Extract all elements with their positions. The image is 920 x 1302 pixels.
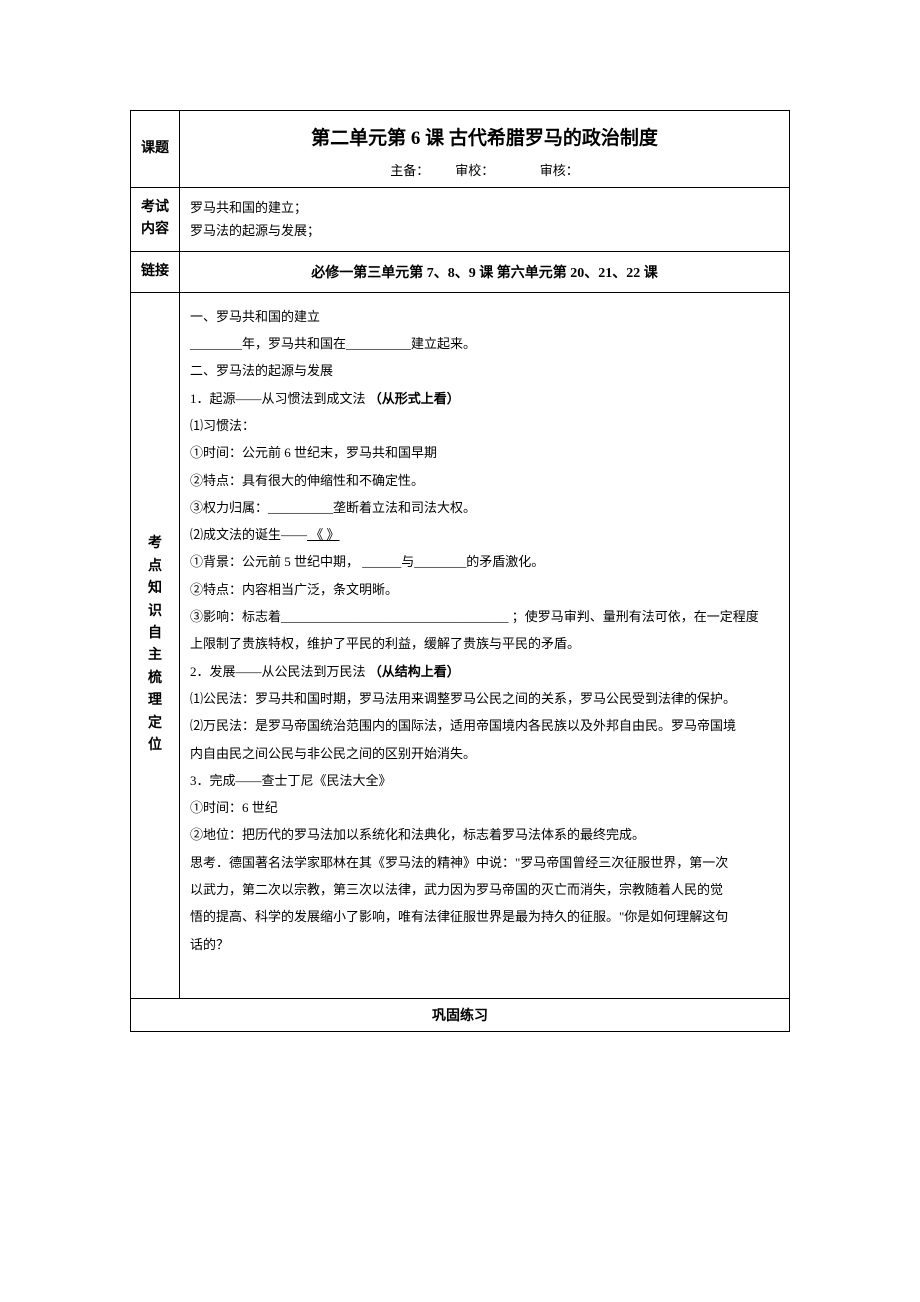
line: 二、罗马法的起源与发展 [190,357,779,384]
line: 以武力，第二次以宗教，第三次以法律，武力因为罗马帝国的灭亡而消失，宗教随着人民的… [190,876,779,903]
line: 思考．德国著名法学家耶林在其《罗马法的精神》中说："罗马帝国曾经三次征服世界，第… [190,849,779,876]
row-label-topic: 课题 [131,111,180,188]
meta-reviewed: 审校： [455,163,494,178]
c9: 位 [131,735,179,757]
label-text-l1: 考试 [131,197,179,219]
line: 一、罗马共和国的建立 [190,303,779,330]
label-text: 课题 [141,141,169,156]
line: 3．完成——查士丁尼《民法大全》 [190,767,779,794]
line: ①背景：公元前 5 世纪中期， ______与________的矛盾激化。 [190,548,779,575]
line: ③影响：标志着_________________________________… [190,603,779,630]
line: ⑵成文法的诞生—— 《 》 [190,521,779,548]
line: ②特点：具有很大的伸缩性和不确定性。 [190,467,779,494]
line: ⑴习惯法： [190,412,779,439]
row-label-exam: 考试 内容 [131,188,180,252]
meta-line: 主备： 审校： 审核： [188,160,781,179]
c0: 考 [131,533,179,555]
c7: 理 [131,690,179,712]
label-text: 链接 [141,264,169,279]
line: 1．起源——从习惯法到成文法 （从形式上看） [190,385,779,412]
line: 内自由民之间公民与非公民之间的区别开始消失。 [190,740,779,767]
line: ⑴公民法：罗马共和国时期，罗马法用来调整罗马公民之间的关系，罗马公民受到法律的保… [190,685,779,712]
line: 悟的提高、科学的发展缩小了影响，唯有法律征服世界是最为持久的征服。"你是如何理解… [190,903,779,930]
c1: 点 [131,556,179,578]
line: ③权力归属：__________垄断着立法和司法大权。 [190,494,779,521]
link-content: 必修一第三单元第 7、8、9 课 第六单元第 20、21、22 课 [311,266,658,281]
row-label-outline: 考 点 知 识 自 主 梳 理 定 位 [131,292,180,998]
line: ⑵万民法：是罗马帝国统治范围内的国际法，适用帝国境内各民族以及外邦自由民。罗马帝… [190,712,779,739]
c6: 梳 [131,668,179,690]
outline-content-cell: 一、罗马共和国的建立 ________年，罗马共和国在__________建立起… [180,292,790,998]
exam-line2: 罗马法的起源与发展； [190,219,779,242]
practice-title: 巩固练习 [432,1009,488,1024]
meta-approved: 审核： [540,163,579,178]
line: 2．发展——从公民法到万民法 （从结构上看） [190,658,779,685]
line: 上限制了贵族特权，维护了平民的利益，缓解了贵族与平民的矛盾。 [190,630,779,657]
title-cell: 第二单元第 6 课 古代希腊罗马的政治制度 主备： 审校： 审核： [180,111,790,188]
c3: 识 [131,601,179,623]
row-label-link: 链接 [131,251,180,292]
exam-line1: 罗马共和国的建立； [190,196,779,219]
c2: 知 [131,578,179,600]
line: ①时间：公元前 6 世纪末，罗马共和国早期 [190,439,779,466]
line: ________年，罗马共和国在__________建立起来。 [190,330,779,357]
line: ②特点：内容相当广泛，条文明晰。 [190,576,779,603]
c8: 定 [131,713,179,735]
label-text-l2: 内容 [131,219,179,241]
link-cell: 必修一第三单元第 7、8、9 课 第六单元第 20、21、22 课 [180,251,790,292]
lesson-title: 第二单元第 6 课 古代希腊罗马的政治制度 [188,123,781,150]
meta-prepared: 主备： [390,163,429,178]
exam-content-cell: 罗马共和国的建立； 罗马法的起源与发展； [180,188,790,252]
line: ②地位：把历代的罗马法加以系统化和法典化，标志着罗马法体系的最终完成。 [190,821,779,848]
practice-cell: 巩固练习 [131,998,790,1031]
line: ①时间：6 世纪 [190,794,779,821]
c4: 自 [131,623,179,645]
line: 话的？ [190,931,779,958]
c5: 主 [131,645,179,667]
